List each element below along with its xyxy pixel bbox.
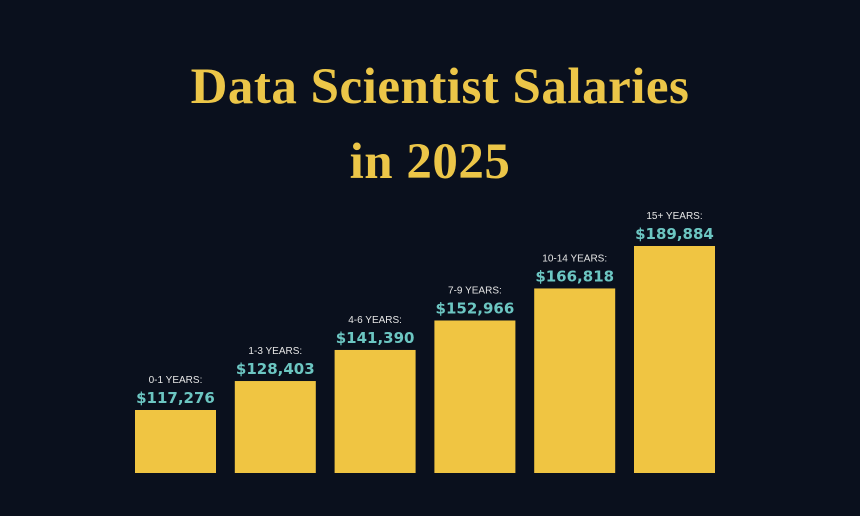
bar-5 (634, 246, 715, 473)
value-label: $128,403 (236, 360, 315, 378)
chart-title-line-2: in 2025 (349, 134, 511, 190)
value-label: $166,818 (535, 267, 614, 285)
value-label: $117,276 (136, 389, 215, 407)
bar-4 (534, 288, 616, 473)
value-label: $189,884 (635, 225, 714, 243)
bar-3 (434, 320, 516, 473)
chart-title-line-1: Data Scientist Salaries (190, 59, 690, 115)
category-label: 0-1 YEARS: (149, 375, 203, 386)
category-label: 4-6 YEARS: (348, 315, 402, 326)
category-label: 10-14 YEARS: (542, 253, 607, 264)
bar-1 (234, 381, 316, 473)
value-label: $141,390 (336, 329, 415, 347)
category-label: 1-3 YEARS: (248, 346, 302, 357)
category-label: 7-9 YEARS: (448, 285, 502, 296)
bar-0 (135, 410, 216, 473)
bar-2 (334, 349, 416, 473)
category-label: 15+ YEARS: (646, 211, 702, 222)
value-label: $152,966 (436, 299, 515, 317)
